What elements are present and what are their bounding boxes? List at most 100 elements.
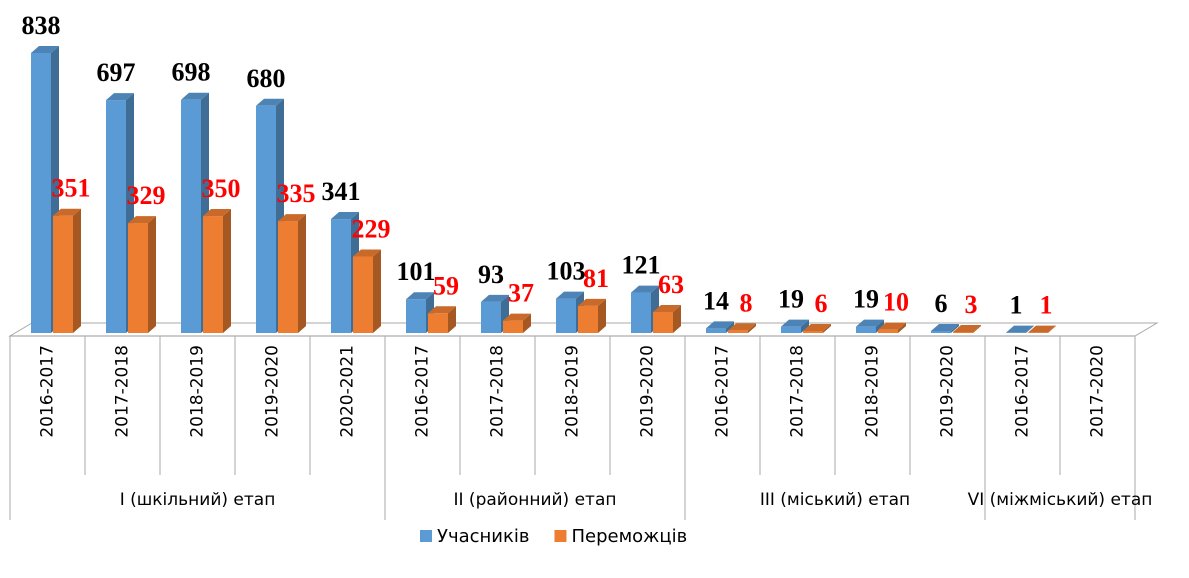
bar xyxy=(353,249,381,333)
bar xyxy=(428,306,456,333)
bar-side xyxy=(801,319,809,333)
group-label: III (міський) етап xyxy=(760,490,910,510)
value-label: 14 xyxy=(703,286,729,315)
bar-front xyxy=(428,313,448,333)
bar-side xyxy=(598,298,606,333)
bar-front xyxy=(856,326,876,333)
bar-top xyxy=(256,98,284,106)
bar-front xyxy=(406,299,426,333)
bar-front xyxy=(706,328,726,333)
x-tick-label: 2016-2017 xyxy=(1013,345,1033,438)
x-tick-label: 2019-2020 xyxy=(938,345,958,438)
bar xyxy=(503,313,531,333)
value-label: 19 xyxy=(778,285,804,314)
bar-front xyxy=(803,330,823,333)
value-label: 6 xyxy=(935,289,948,318)
legend-label: Учасників xyxy=(437,526,529,547)
value-label: 121 xyxy=(622,251,661,280)
bar-top xyxy=(31,46,59,53)
bar-side xyxy=(823,323,831,333)
bar-top xyxy=(503,313,531,321)
bar-top xyxy=(781,319,809,327)
group-label: I (шкільний) етап xyxy=(120,490,276,510)
bar-front xyxy=(503,320,523,333)
x-tick-label: 2017-2018 xyxy=(113,345,133,438)
value-label: 101 xyxy=(397,257,436,286)
bar-side xyxy=(73,208,81,333)
bar-side xyxy=(373,249,381,333)
bar-side xyxy=(973,324,981,333)
bar-front xyxy=(481,301,501,333)
value-label: 697 xyxy=(97,58,136,87)
value-label: 350 xyxy=(202,174,241,203)
value-label: 3 xyxy=(965,290,978,319)
value-label: 6 xyxy=(815,289,828,318)
value-label: 698 xyxy=(172,58,211,87)
bar-side xyxy=(726,321,734,333)
bar-side xyxy=(748,323,756,333)
bar-front xyxy=(256,105,276,334)
bar-front xyxy=(31,53,51,333)
value-label: 680 xyxy=(247,64,286,93)
bar-top xyxy=(1006,325,1034,333)
bar-top xyxy=(106,93,134,101)
bar-side xyxy=(951,323,959,333)
legend-label: Переможців xyxy=(571,526,687,547)
bar-top xyxy=(128,216,156,224)
bar-top xyxy=(1028,325,1056,333)
value-label: 37 xyxy=(508,279,534,308)
bar-side xyxy=(673,304,681,333)
bar-front xyxy=(331,219,351,333)
bar-top xyxy=(331,212,359,220)
bar-front xyxy=(353,256,373,333)
bar xyxy=(953,324,981,333)
value-label: 59 xyxy=(433,271,459,300)
bar-side xyxy=(1048,325,1056,333)
bar-top xyxy=(278,214,306,222)
bar xyxy=(53,208,81,333)
value-label: 103 xyxy=(547,257,586,286)
value-label: 1 xyxy=(1010,291,1023,320)
bar xyxy=(706,321,734,333)
bar xyxy=(653,304,681,333)
bar-top xyxy=(706,321,734,329)
bar-side xyxy=(1026,325,1034,333)
bar xyxy=(278,214,306,333)
value-label: 63 xyxy=(658,270,684,299)
bar-top xyxy=(556,291,584,299)
x-tick-label: 2019-2020 xyxy=(638,345,658,438)
bar-top xyxy=(953,324,981,332)
bar-front xyxy=(931,330,951,333)
bar-side xyxy=(223,209,231,333)
bar xyxy=(128,216,156,333)
bar-top xyxy=(878,322,906,330)
bar-top xyxy=(353,249,381,257)
group-label: II (районний) етап xyxy=(454,490,617,510)
bar-front xyxy=(878,329,898,333)
bar-top xyxy=(653,304,681,312)
bar-front xyxy=(278,221,298,333)
bar-side xyxy=(298,214,306,333)
x-tick-label: 2020-2021 xyxy=(338,345,358,438)
value-label: 81 xyxy=(583,264,609,293)
bar-front xyxy=(128,223,148,333)
bar xyxy=(803,323,831,333)
value-label: 8 xyxy=(740,288,753,317)
legend-swatch xyxy=(554,530,567,542)
bar xyxy=(931,323,959,333)
bar-top xyxy=(856,319,884,327)
bar-side xyxy=(898,322,906,333)
value-label: 335 xyxy=(277,179,316,208)
value-label: 93 xyxy=(478,260,504,289)
value-label: 838 xyxy=(22,11,61,40)
bar-top xyxy=(578,298,606,306)
bar-front xyxy=(728,330,748,333)
bar-side xyxy=(148,216,156,333)
value-label: 19 xyxy=(853,285,879,314)
bar-top xyxy=(428,306,456,314)
x-tick-label: 2017-2020 xyxy=(1088,345,1108,438)
bar xyxy=(728,323,756,333)
bar-top xyxy=(728,323,756,331)
value-label: 1 xyxy=(1040,291,1053,320)
bar-front xyxy=(953,331,973,333)
